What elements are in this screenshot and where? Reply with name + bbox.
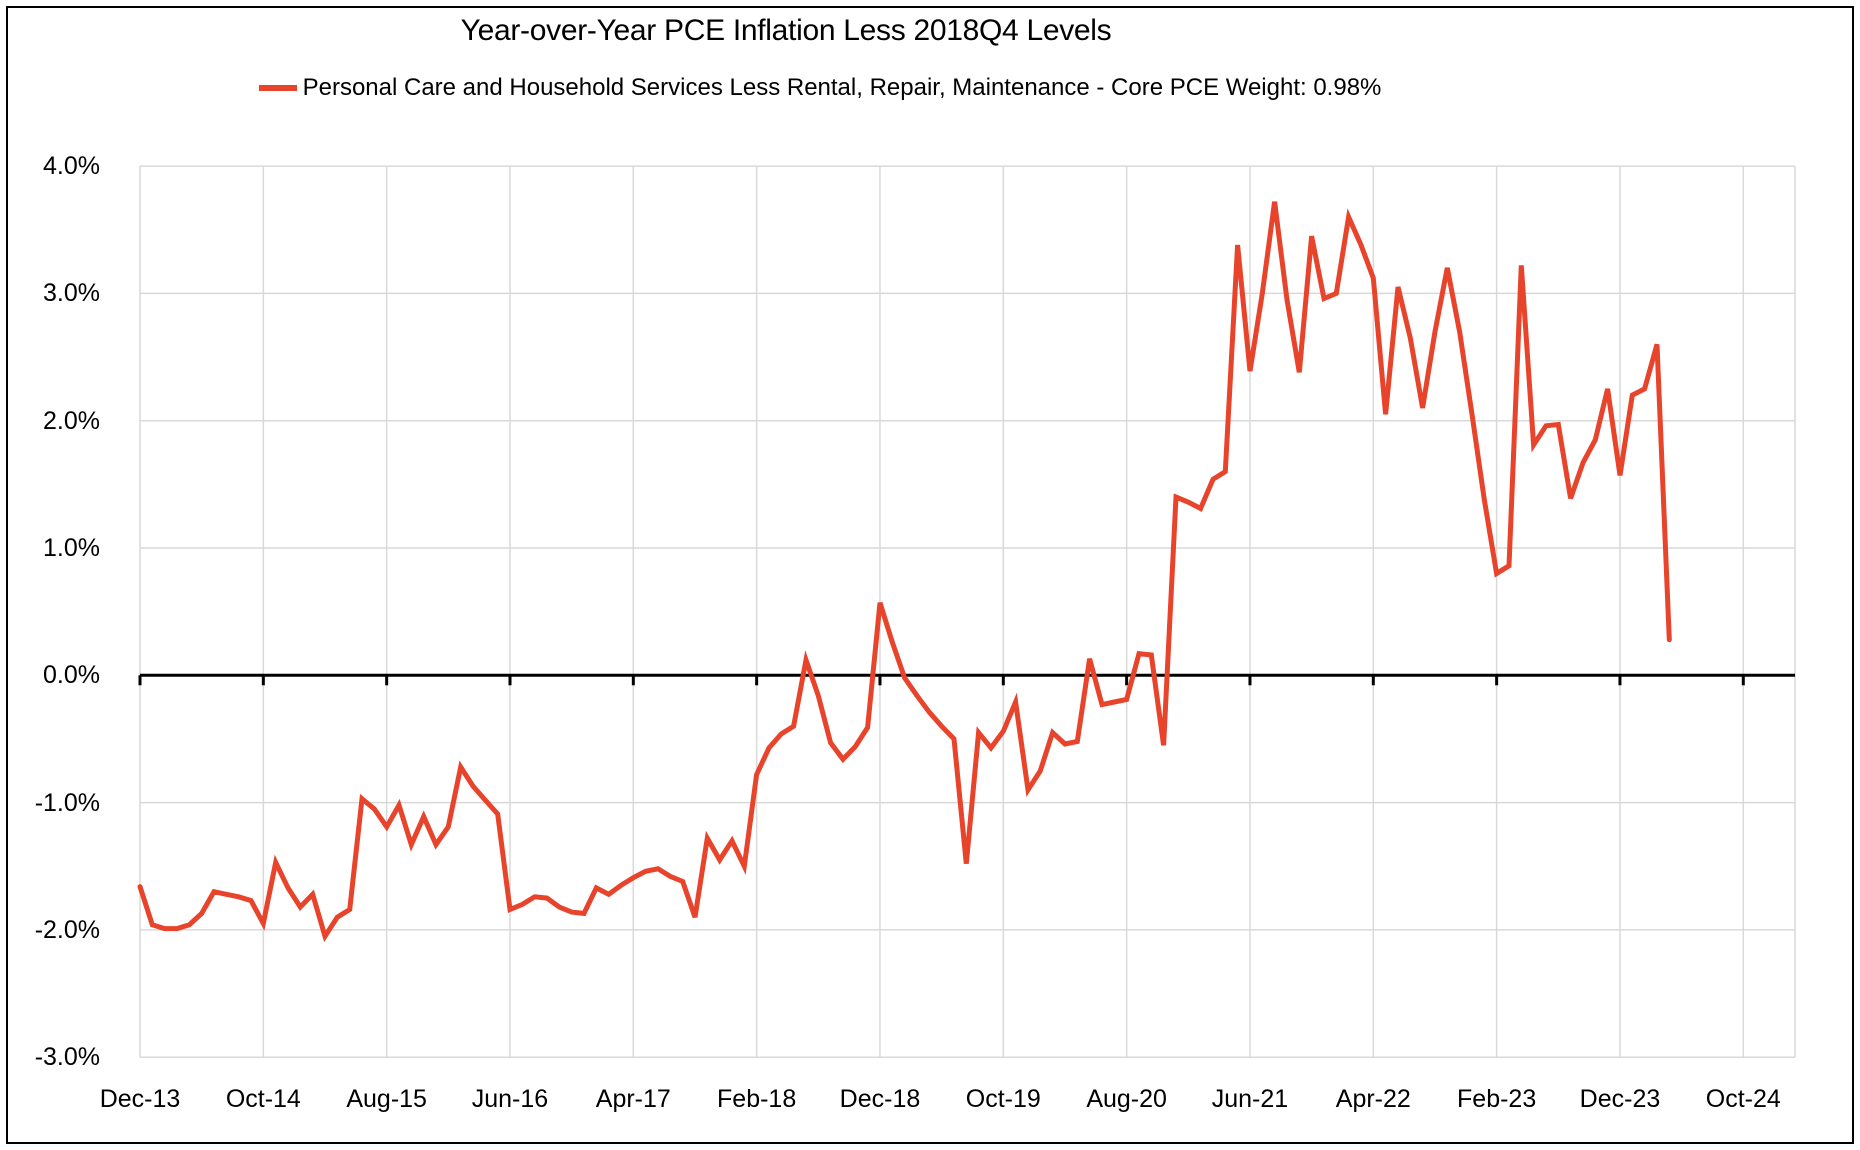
legend-label: Personal Care and Household Services Les…	[302, 74, 1382, 101]
y-tick-label: 3.0%	[43, 279, 100, 308]
x-tick-label: Dec-18	[839, 1085, 921, 1113]
y-tick-label: 2.0%	[43, 406, 100, 435]
x-tick-label: Feb-18	[717, 1085, 797, 1113]
y-tick-label: -2.0%	[34, 915, 100, 944]
x-tick-label: Jun-21	[1211, 1085, 1289, 1113]
y-tick-label: 4.0%	[43, 152, 100, 181]
x-tick-label: Aug-15	[346, 1085, 427, 1113]
y-tick-label: -3.0%	[34, 1043, 100, 1072]
x-tick-label: Apr-22	[1335, 1085, 1411, 1113]
x-tick-label: Feb-23	[1457, 1085, 1537, 1113]
x-tick-label: Dec-13	[99, 1085, 181, 1113]
x-tick-label: Oct-14	[225, 1085, 301, 1113]
legend-line-marker-icon	[258, 85, 297, 91]
y-tick-label: -1.0%	[34, 788, 100, 817]
chart-title: Year-over-Year PCE Inflation Less 2018Q4…	[460, 14, 1112, 47]
x-tick-label: Dec-23	[1579, 1085, 1661, 1113]
x-tick-label: Apr-17	[595, 1085, 671, 1113]
x-tick-label: Oct-19	[965, 1085, 1041, 1113]
x-tick-label: Jun-16	[471, 1085, 549, 1113]
x-tick-label: Oct-24	[1705, 1085, 1781, 1113]
y-tick-label: 0.0%	[43, 661, 100, 690]
y-tick-label: 1.0%	[43, 534, 100, 562]
data-line-series	[137, 201, 1672, 943]
legend: Personal Care and Household Services Les…	[0, 74, 1640, 102]
x-tick-label: Aug-20	[1086, 1085, 1167, 1113]
